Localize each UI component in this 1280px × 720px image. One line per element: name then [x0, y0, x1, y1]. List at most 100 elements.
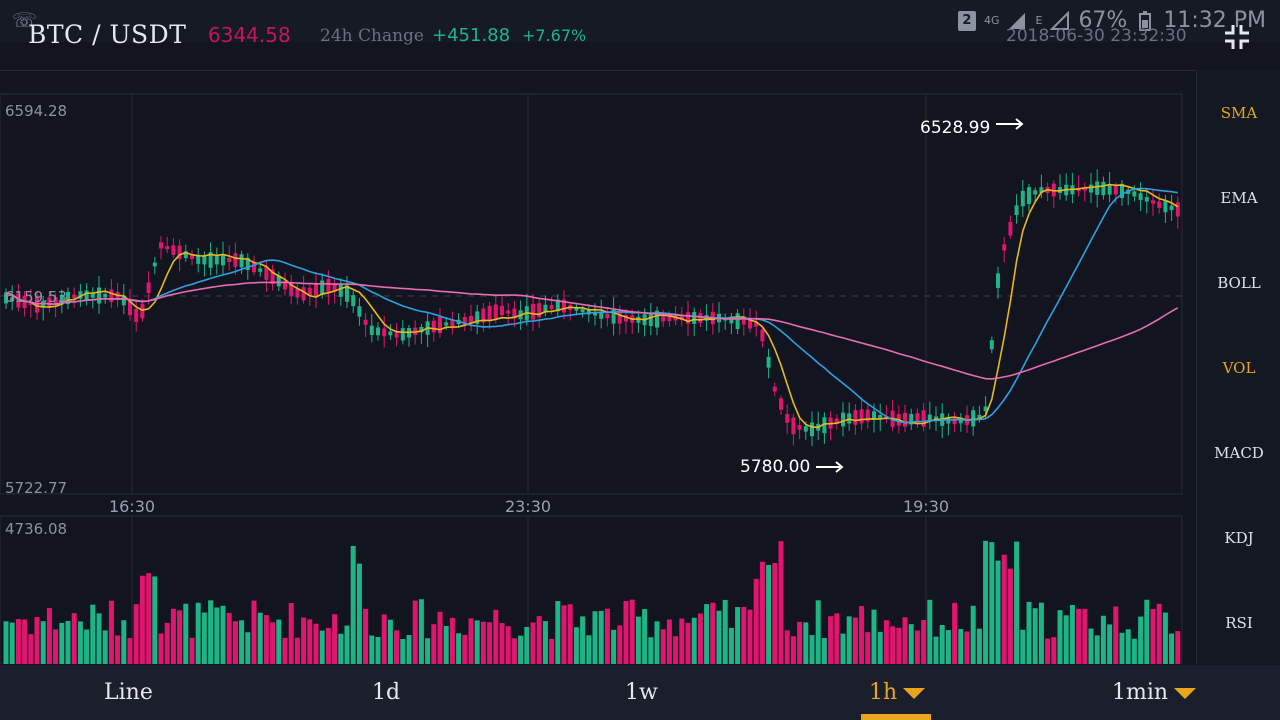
candle-body — [84, 290, 89, 300]
volume-bar — [883, 620, 889, 664]
timeframe-1w[interactable]: 1w — [625, 680, 658, 705]
candle-body — [865, 409, 870, 422]
volume-bar — [1107, 624, 1113, 664]
timeframe-line[interactable]: Line — [104, 680, 153, 705]
candle-body — [400, 328, 405, 341]
candle-body — [834, 418, 839, 424]
volume-bar — [989, 542, 995, 664]
candle-body — [264, 266, 269, 280]
volume-bar — [834, 613, 840, 664]
indicator-sma[interactable]: SMA — [1220, 104, 1258, 122]
volume-bar — [759, 561, 765, 664]
volume-bar — [115, 635, 121, 664]
candlestick-chart[interactable]: 6594.28 5722.77 6159.53 4736.08 16:30 23:30 19… — [0, 70, 1195, 664]
exit-fullscreen-icon[interactable] — [1222, 22, 1252, 52]
volume-bar — [660, 629, 666, 664]
timeframe-label: 1d — [372, 680, 401, 705]
candle-body — [729, 316, 734, 324]
indicator-ema[interactable]: EMA — [1220, 189, 1258, 207]
volume-bar — [586, 635, 592, 664]
candle-body — [636, 316, 641, 323]
volume-bar — [356, 563, 362, 664]
candle-body — [245, 257, 250, 271]
timeframe-label: 1min — [1112, 680, 1169, 705]
volume-bar — [375, 636, 381, 664]
candle-body — [190, 255, 194, 259]
candle-body — [233, 253, 238, 267]
candle-body — [1113, 185, 1118, 195]
candle-body — [4, 292, 8, 304]
candle-body — [983, 406, 988, 412]
volume-bar — [524, 626, 530, 664]
battery-percent: 67% — [1078, 8, 1128, 33]
volume-bar — [437, 611, 443, 664]
volume-bar — [741, 606, 747, 664]
candle-body — [1101, 181, 1106, 196]
volume-bar — [958, 629, 964, 664]
indicator-vol[interactable]: VOL — [1222, 359, 1256, 377]
change-absolute: +451.88 — [432, 25, 511, 46]
candle-body — [469, 315, 473, 324]
volume-bar — [573, 627, 579, 664]
candle-body — [599, 311, 604, 319]
candle-body — [128, 300, 132, 316]
candle-body — [593, 312, 597, 316]
candle-body — [1163, 200, 1168, 213]
volume-bar — [933, 636, 939, 664]
volume-bar — [728, 627, 734, 664]
volume-bar — [90, 604, 96, 664]
volume-bar — [344, 625, 350, 664]
ma-slow-line — [5, 281, 1179, 380]
candle-body — [363, 319, 368, 325]
volume-bar — [65, 620, 71, 664]
candle-body — [53, 297, 58, 306]
volume-panel-border — [0, 515, 1183, 664]
volume-bar — [697, 613, 703, 664]
candle-body — [376, 327, 380, 336]
candle-body — [996, 273, 1000, 288]
candle-body — [134, 308, 139, 322]
candle-body — [537, 303, 542, 318]
volume-bar — [1007, 568, 1013, 664]
volume-bar — [232, 621, 238, 664]
indicator-boll[interactable]: BOLL — [1217, 274, 1261, 292]
candle-body — [543, 304, 548, 313]
candle-body — [258, 268, 263, 272]
candle-body — [797, 425, 802, 430]
candle-body — [611, 309, 616, 324]
candle-body — [1120, 183, 1124, 199]
volume-bar — [592, 611, 598, 664]
candle-body — [351, 295, 356, 307]
volume-bar — [654, 621, 660, 664]
indicator-macd[interactable]: MACD — [1214, 444, 1264, 462]
volume-bar — [890, 626, 896, 664]
volume-bar — [735, 607, 741, 664]
volume-bar — [964, 631, 970, 664]
price-high-label: 6594.28 — [5, 102, 67, 120]
time-axis-label: 23:30 — [505, 497, 551, 516]
candle-body — [977, 414, 982, 419]
volume-bar — [59, 622, 65, 664]
volume-bar — [945, 630, 951, 664]
volume-bar — [214, 607, 220, 664]
volume-bar — [195, 602, 201, 664]
volume-bar — [102, 630, 108, 664]
timeframe-1h[interactable]: 1h — [869, 680, 926, 705]
volume-bar — [976, 628, 982, 664]
volume-bar — [536, 616, 542, 664]
volume-bar — [146, 573, 152, 664]
volume-bar — [288, 602, 294, 664]
timeframe-1min[interactable]: 1min — [1112, 680, 1197, 705]
volume-bar — [505, 626, 511, 664]
volume-bar — [28, 634, 34, 664]
volume-bar — [685, 622, 691, 664]
volume-bar — [797, 621, 803, 664]
candle-body — [221, 254, 225, 266]
candle-body — [779, 398, 783, 410]
ma-mid-line — [5, 187, 1178, 424]
indicator-kdj[interactable]: KDJ — [1224, 529, 1254, 547]
volume-bar — [815, 600, 821, 664]
volume-bar — [480, 621, 486, 664]
timeframe-1d[interactable]: 1d — [372, 680, 400, 705]
indicator-rsi[interactable]: RSI — [1225, 614, 1253, 632]
